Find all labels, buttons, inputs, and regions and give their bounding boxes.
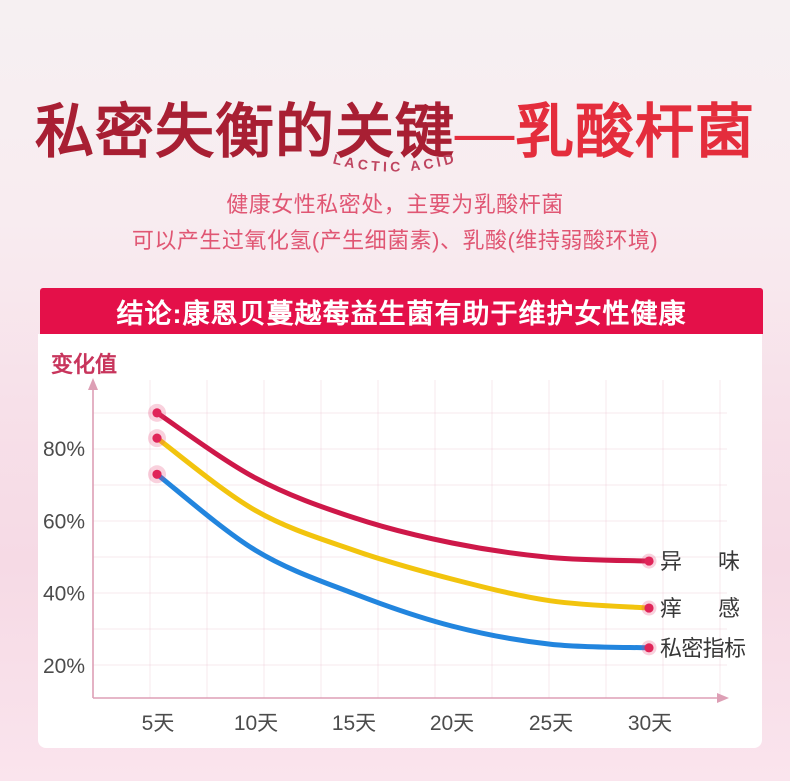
y-tick-20: 20% xyxy=(43,655,85,678)
intro-line-2: 可以产生过氧化氢(产生细菌素)、乳酸(维持弱酸环境) xyxy=(131,228,659,253)
curve-private-index xyxy=(154,471,652,651)
title-accent-text: —乳酸杆菌 xyxy=(455,98,756,165)
subtitle-lactic-acid: LACTIC ACID xyxy=(332,149,456,174)
chart-card: 变化值 80% 60% 40% 20% 5天 10天 15天 20天 25天 30天 异味痒感私密指标 xyxy=(38,334,762,748)
curve-odor-end-dot xyxy=(644,556,654,566)
curve-private-index-end-dot xyxy=(644,643,654,653)
y-tick-80: 80% xyxy=(43,438,85,461)
x-tick-25days: 25天 xyxy=(529,712,573,735)
x-axis-arrow-icon xyxy=(717,693,729,703)
header-photo-strip xyxy=(0,0,790,11)
curve-itch-start-dot xyxy=(152,433,162,443)
y-tick-60: 60% xyxy=(43,510,85,533)
curve-odor-start-dot xyxy=(152,408,162,418)
x-tick-15days: 15天 xyxy=(332,712,376,735)
title-main-text: 私密失衡的关键 xyxy=(34,98,455,165)
y-tick-40: 40% xyxy=(43,583,85,606)
y-axis-arrow-icon xyxy=(88,378,98,390)
legend-private-index: 私密指标 xyxy=(660,636,746,661)
svg-text:LACTIC ACID: LACTIC ACID xyxy=(332,149,459,174)
page-title: 私密失衡的关键—乳酸杆菌 xyxy=(0,96,790,170)
x-tick-10days: 10天 xyxy=(234,712,278,735)
subtitle-arc: LACTIC ACID xyxy=(332,149,459,174)
legend-odor: 异味 xyxy=(660,549,740,574)
legend-itch: 痒感 xyxy=(660,596,740,621)
x-tick-5days: 5天 xyxy=(142,712,175,735)
x-tick-30days: 30天 xyxy=(628,712,672,735)
curve-odor xyxy=(154,410,652,564)
curve-itch xyxy=(154,435,652,611)
x-tick-20days: 20天 xyxy=(430,712,474,735)
curve-private-index-start-dot xyxy=(152,469,162,479)
intro-line-1: 健康女性私密处，主要为乳酸杆菌 xyxy=(226,192,564,217)
conclusion-banner: 结论:康恩贝蔓越莓益生菌有助于维护女性健康 xyxy=(40,288,763,334)
conclusion-banner-text: 结论:康恩贝蔓越莓益生菌有助于维护女性健康 xyxy=(116,298,687,329)
y-axis-title: 变化值 xyxy=(51,352,117,377)
curve-itch-end-dot xyxy=(644,603,654,613)
